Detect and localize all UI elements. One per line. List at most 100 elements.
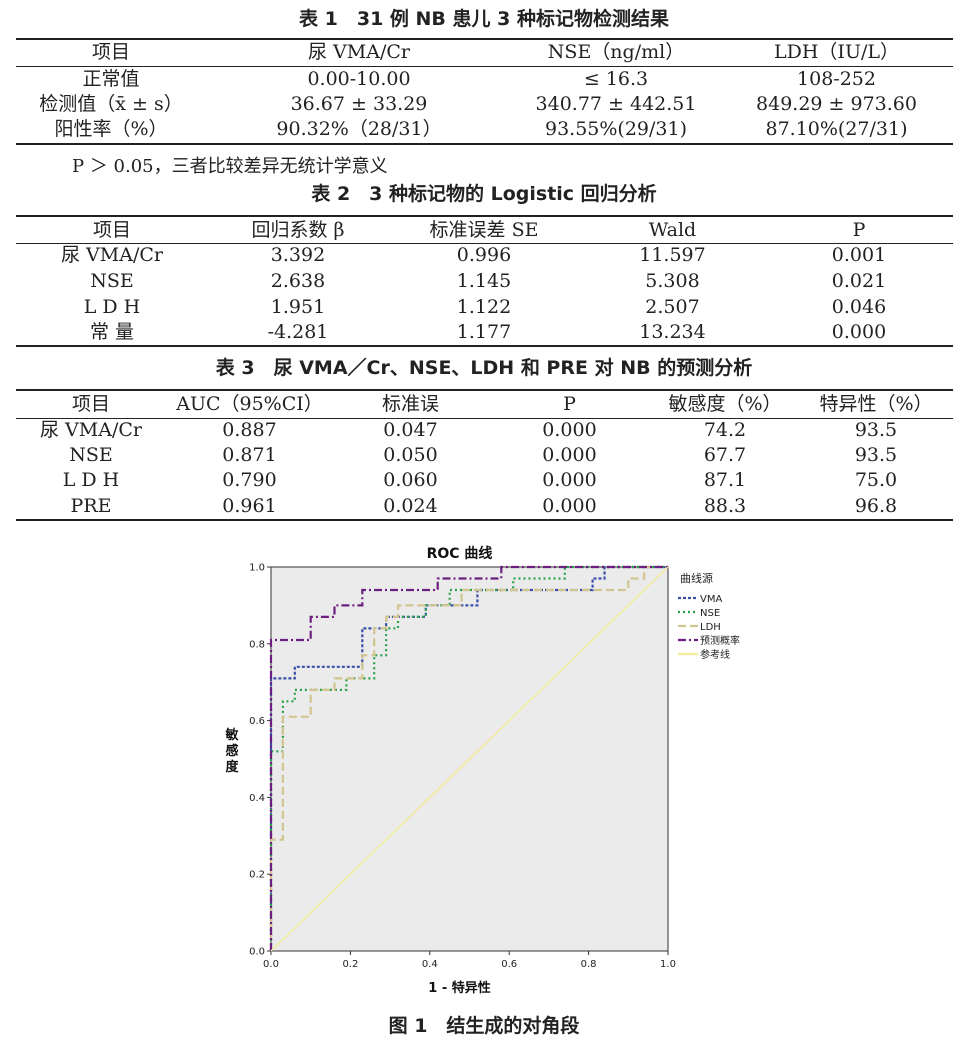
table-cell: 2.638 xyxy=(270,270,326,292)
table-cell: 0.000 xyxy=(542,469,597,491)
table3-bottom-rule xyxy=(16,519,953,521)
y-tick-label: 0.2 xyxy=(249,870,265,881)
table-cell: 0.046 xyxy=(831,296,887,318)
legend-label: LDH xyxy=(700,622,721,633)
table2-bottom-rule xyxy=(16,345,953,347)
table-cell: PRE xyxy=(70,495,112,517)
table3-header-rule xyxy=(16,418,953,419)
table2-header-cell: 标准误差 SE xyxy=(429,219,539,241)
x-tick-label: 0.4 xyxy=(422,959,438,970)
table-cell: 849.29 ± 973.60 xyxy=(756,93,917,115)
table-cell: 87.10%(27/31) xyxy=(765,118,908,140)
table-cell: 5.308 xyxy=(645,270,700,292)
table-cell: 93.5 xyxy=(854,444,898,466)
table2-header-cell: P xyxy=(852,219,866,241)
table-cell: 108-252 xyxy=(797,68,876,90)
table-cell: L D H xyxy=(62,469,120,491)
table-cell: 93.5 xyxy=(854,419,898,441)
table-cell: 90.32%（28/31） xyxy=(276,118,442,140)
table1-header-rule xyxy=(16,66,953,67)
table-cell: 74.2 xyxy=(703,419,747,441)
table-row: 检测值（x̄ ± s） 36.67 ± 33.29 340.77 ± 442.5… xyxy=(16,92,953,117)
table-cell: 93.55%(29/31) xyxy=(544,118,688,140)
table-cell: 87.1 xyxy=(703,469,747,491)
table-cell: 11.597 xyxy=(639,244,706,266)
table3-header-cell: AUC（95%CI） xyxy=(176,393,323,415)
table3-header-cell: 特异性（%） xyxy=(819,393,933,415)
y-tick-label: 0.0 xyxy=(249,947,265,958)
table-cell: 13.234 xyxy=(639,321,706,343)
table-cell: 88.3 xyxy=(703,495,747,517)
table-cell: 1.122 xyxy=(456,296,512,318)
table-cell: 0.024 xyxy=(383,495,438,517)
table-cell: 2.507 xyxy=(645,296,700,318)
table3-header-cell: 标准误 xyxy=(381,393,439,415)
x-tick-label: 0.2 xyxy=(342,959,358,970)
table-cell: 0.00-10.00 xyxy=(307,68,411,90)
table-cell: 0.000 xyxy=(542,495,597,517)
table2-caption: 表 2 3 种标记物的 Logistic 回归分析 xyxy=(311,183,657,205)
table-cell: NSE xyxy=(69,444,113,466)
table-cell: 67.7 xyxy=(703,444,747,466)
table-cell: L D H xyxy=(83,296,141,318)
table-row: NSE 2.638 1.145 5.308 0.021 xyxy=(16,269,953,294)
table3-header-cell: 敏感度（%） xyxy=(668,393,782,415)
legend-label: NSE xyxy=(700,608,720,619)
table-cell: NSE xyxy=(90,270,134,292)
table-cell: 0.001 xyxy=(831,244,887,266)
table-cell: 3.392 xyxy=(270,244,326,266)
table-cell: 正常值 xyxy=(82,68,140,90)
table-cell: ≤ 16.3 xyxy=(583,68,649,90)
roc-chart: ROC 曲线 0.0 0.2 0.4 0.6 0.8 1.0 0.0 0.2 0.4 0.6 0.8 1… xyxy=(224,545,740,996)
table-cell: 36.67 ± 33.29 xyxy=(290,93,428,115)
table-cell: 尿 VMA/Cr xyxy=(40,419,142,441)
table1-header-cell: LDH（IU/L） xyxy=(774,41,899,63)
table-row: PRE 0.961 0.024 0.000 88.3 96.8 xyxy=(16,494,953,519)
table-row: L D H 0.790 0.060 0.000 87.1 75.0 xyxy=(16,468,953,493)
table-cell: 0.871 xyxy=(222,444,277,466)
y-tick-label: 1.0 xyxy=(249,563,265,574)
chart-title: ROC 曲线 xyxy=(427,545,493,562)
legend-label: VMA xyxy=(700,594,722,605)
table-row: 尿 VMA/Cr 3.392 0.996 11.597 0.001 xyxy=(16,243,953,268)
table1-header-row: 项目 尿 VMA/Cr NSE（ng/ml） LDH（IU/L） xyxy=(16,40,953,65)
y-axis-label: 敏感度 xyxy=(224,727,239,775)
table2-header-cell: Wald xyxy=(648,219,697,241)
table-cell: 1.951 xyxy=(270,296,326,318)
y-tick-label: 0.8 xyxy=(249,639,265,650)
table-cell: 检测值（x̄ ± s） xyxy=(39,93,183,115)
table-cell: 340.77 ± 442.51 xyxy=(535,93,697,115)
x-axis-label: 1 - 特异性 xyxy=(428,980,491,996)
table3-header-cell: P xyxy=(563,393,576,415)
table-cell: 阳性率（%） xyxy=(54,118,168,140)
table-cell: 0.000 xyxy=(542,419,597,441)
table-cell: 常 量 xyxy=(89,321,135,343)
table-row: 正常值 0.00-10.00 ≤ 16.3 108-252 xyxy=(16,67,953,92)
y-tick-label: 0.4 xyxy=(249,793,265,804)
table-row: 阳性率（%） 90.32%（28/31） 93.55%(29/31) 87.10… xyxy=(16,117,953,142)
table3-header-cell: 项目 xyxy=(71,393,110,415)
table2-header-cell: 回归系数 β xyxy=(251,219,345,241)
table2-header-row: 项目 回归系数 β 标准误差 SE Wald P xyxy=(16,218,953,243)
x-tick-label: 0.0 xyxy=(263,959,279,970)
series-line-LDH xyxy=(269,565,668,951)
table2-top-rule xyxy=(16,215,953,217)
table-cell: 0.961 xyxy=(222,495,277,517)
table-cell: -4.281 xyxy=(267,321,329,343)
x-tick-label: 1.0 xyxy=(660,959,676,970)
table-cell: 0.000 xyxy=(542,444,597,466)
x-tick-label: 0.6 xyxy=(501,959,517,970)
series-line-预测概率 xyxy=(269,565,668,951)
x-tick-label: 0.8 xyxy=(581,959,597,970)
table1-caption: 表 1 31 例 NB 患儿 3 种标记物检测结果 xyxy=(299,8,669,30)
table-cell: 0.050 xyxy=(383,444,438,466)
table-row: 尿 VMA/Cr 0.887 0.047 0.000 74.2 93.5 xyxy=(16,418,953,443)
table-row: L D H 1.951 1.122 2.507 0.046 xyxy=(16,295,953,320)
table1-note: P ＞ 0.05，三者比较差异无统计学意义 xyxy=(72,156,388,177)
table-cell: 1.177 xyxy=(456,321,512,343)
table3-top-rule xyxy=(16,389,953,391)
table3-header-row: 项目 AUC（95%CI） 标准误 P 敏感度（%） 特异性（%） xyxy=(16,392,953,417)
table-cell: 1.145 xyxy=(456,270,512,292)
table-cell: 75.0 xyxy=(854,469,898,491)
table1-header-cell: 尿 VMA/Cr xyxy=(308,41,410,63)
